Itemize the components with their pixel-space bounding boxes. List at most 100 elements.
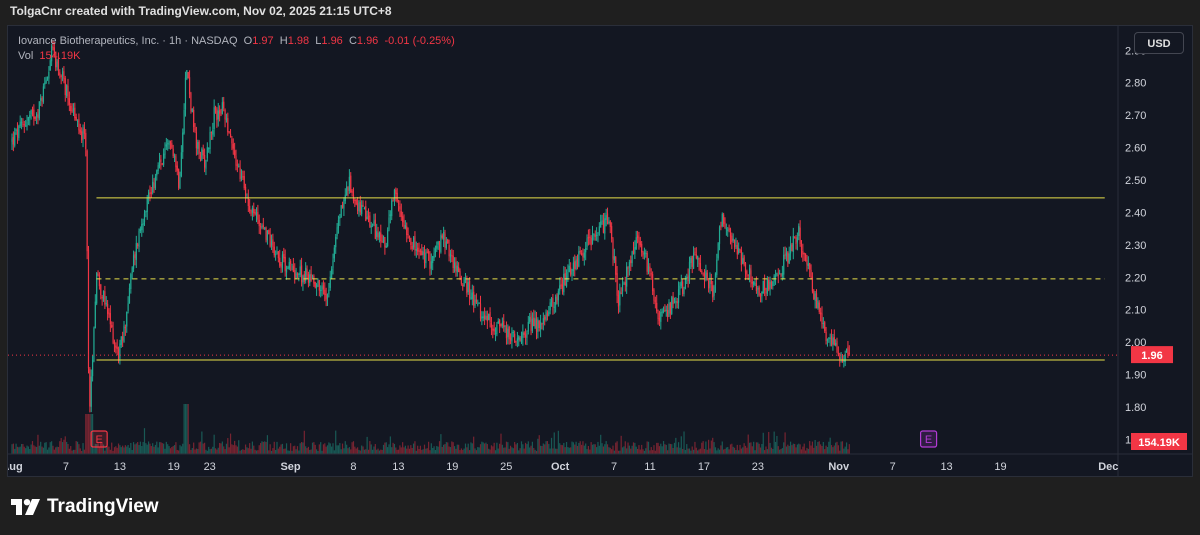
symbol-interval: 1h — [169, 35, 182, 47]
volume-bar — [434, 449, 437, 454]
candle-body — [723, 214, 725, 224]
volume-bar — [676, 447, 678, 454]
candle-body — [90, 376, 92, 407]
candle-body — [381, 241, 383, 243]
volume-bar — [165, 441, 167, 454]
volume-bar — [835, 442, 837, 454]
candle-body — [453, 262, 456, 269]
candle-body — [70, 105, 72, 112]
volume-bar — [555, 448, 557, 454]
candle-body — [172, 148, 174, 156]
volume-bar — [247, 448, 249, 454]
candle-body — [33, 109, 35, 119]
candle-body — [620, 292, 622, 294]
candle-body — [810, 269, 812, 278]
earnings-marker[interactable] — [919, 430, 938, 448]
candle-body — [712, 285, 714, 298]
candle-body — [717, 243, 719, 259]
candle-body — [71, 110, 73, 112]
candle-body — [119, 343, 121, 359]
volume-bar — [202, 443, 204, 454]
volume-bar — [464, 443, 467, 454]
volume-bar — [430, 443, 432, 454]
volume-bar — [280, 444, 282, 454]
volume-bar — [787, 444, 789, 454]
price-tick-label: 2.60 — [1125, 143, 1146, 155]
volume-bar — [505, 441, 508, 454]
candle-body — [124, 327, 126, 329]
chart-area[interactable]: 1.701.801.902.002.102.202.302.402.502.60… — [7, 25, 1193, 477]
candle-body — [631, 251, 633, 264]
price-axis[interactable]: 1.701.801.902.002.102.202.302.402.502.60… — [1117, 26, 1146, 476]
price-chart[interactable]: 1.701.801.902.002.102.202.302.402.502.60… — [8, 26, 1192, 476]
volume-bar — [710, 440, 712, 454]
volume-bar — [582, 441, 584, 454]
candle-body — [473, 291, 475, 306]
candle-body — [221, 102, 223, 114]
candle-body — [426, 251, 428, 253]
volume-bar — [273, 441, 275, 454]
volume-bar — [796, 444, 798, 454]
volume-bar — [798, 443, 800, 454]
candle-body — [331, 268, 333, 279]
volume-bar — [242, 449, 244, 454]
candle-body — [751, 281, 753, 284]
volume-bar — [728, 449, 730, 454]
candle-body — [800, 244, 803, 250]
candle-body — [79, 129, 81, 133]
candle-body — [716, 259, 718, 275]
volume-bar — [199, 441, 202, 454]
candle-body — [497, 321, 499, 324]
volume-bar — [432, 447, 434, 454]
volume-bar — [216, 449, 218, 454]
candle-body — [738, 248, 740, 253]
volume-bar — [578, 442, 580, 454]
candle-body — [126, 312, 128, 327]
volume-bar — [137, 442, 139, 454]
volume-bar — [526, 444, 528, 454]
volume-bar — [322, 444, 325, 454]
candle-body — [820, 312, 822, 315]
candle-body — [615, 257, 617, 275]
earnings-marker[interactable] — [90, 430, 108, 448]
chart-attribution: TolgaCnr created with TradingView.com, N… — [10, 4, 392, 18]
current-price-badge — [1131, 346, 1173, 364]
volume-bar — [183, 404, 185, 454]
candle-body — [186, 70, 188, 80]
volume-bar — [455, 448, 457, 454]
volume-bar — [287, 450, 289, 454]
close-value: 1.96 — [356, 35, 379, 47]
candle-body — [552, 298, 554, 307]
price-tick-label: 2.50 — [1125, 175, 1146, 187]
volume-bar — [758, 443, 760, 454]
candle-body — [310, 273, 312, 281]
volume-bar — [594, 444, 596, 454]
candle-body — [195, 132, 197, 149]
volume-bar — [837, 445, 839, 454]
volume-bar — [251, 441, 253, 454]
candle-body — [101, 296, 103, 299]
volume-bar — [359, 450, 361, 454]
volume-bar — [45, 442, 47, 454]
candle-body — [318, 280, 320, 291]
candle-body — [460, 277, 462, 284]
volume-bar — [732, 446, 734, 454]
time-axis[interactable]: Aug 7 13 19 23 Sep 8 13 19 25 Oct 7 11 17 23 Nov 7 13 19 De… — [8, 453, 1192, 473]
volume-bar — [766, 449, 768, 454]
volume-bar — [354, 446, 356, 454]
volume-bar — [714, 447, 717, 454]
candle-body — [792, 235, 794, 253]
candle-body — [488, 313, 490, 321]
time-tick-label: Oct — [551, 461, 570, 473]
candle-body — [493, 328, 495, 332]
candle-body — [173, 155, 176, 158]
candle-body — [29, 114, 31, 118]
currency-button[interactable]: USD — [1134, 32, 1184, 54]
volume-bar — [415, 450, 417, 454]
volume-bar — [290, 443, 292, 454]
volume-bar — [482, 442, 484, 454]
candle-body — [516, 338, 518, 342]
volume-bar — [361, 445, 363, 454]
candle-body — [832, 338, 834, 345]
